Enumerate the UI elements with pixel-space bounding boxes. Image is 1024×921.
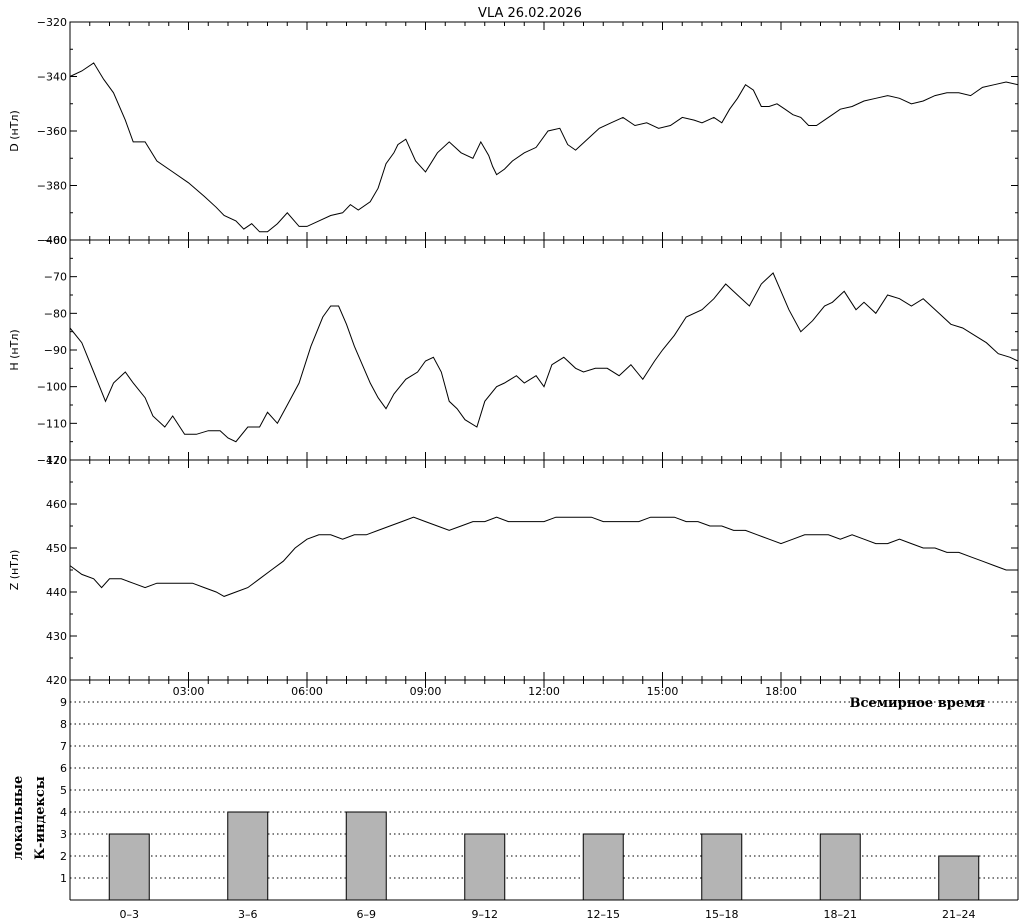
- y-tick-label: 430: [46, 630, 67, 643]
- y-tick-label: −320: [37, 16, 67, 29]
- y-axis-label: H (нТл): [8, 329, 21, 370]
- bar-category-label: 12–15: [587, 908, 621, 921]
- y-tick-label: 3: [60, 828, 67, 841]
- series-line: [69, 272, 1019, 443]
- time-tick-label: 12:00: [528, 685, 560, 698]
- y-tick-label: −340: [37, 71, 67, 84]
- bar-category-label: 0–3: [120, 908, 140, 921]
- y-axis-label: D (нТл): [8, 110, 21, 152]
- y-tick-label: −380: [37, 180, 67, 193]
- y-tick-label: −100: [37, 381, 67, 394]
- y-tick-label: 450: [46, 542, 67, 555]
- y-tick-label: −90: [44, 344, 67, 357]
- panel-3: 420 430 440 450 460 470 Z (нТл): [8, 454, 1019, 687]
- y-tick-label: 5: [60, 784, 67, 797]
- panel-frame: [69, 239, 1019, 461]
- series-line: [69, 516, 1018, 597]
- y-tick-label: 8: [60, 718, 67, 731]
- k-bar: [227, 811, 269, 901]
- chart-title: VLA 26.02.2026: [478, 6, 582, 21]
- time-tick-label: 18:00: [765, 685, 797, 698]
- k-bar: [108, 833, 150, 901]
- bar-category-label: 6–9: [357, 908, 377, 921]
- y-tick-label: 440: [46, 586, 67, 599]
- k-bar: [819, 833, 861, 901]
- x-axis-label: Всемирное время: [850, 696, 986, 711]
- k-bar: [701, 833, 743, 901]
- bar-category-label: 3–6: [238, 908, 258, 921]
- y-tick-label: 420: [46, 674, 67, 687]
- y-tick-label: 1: [60, 872, 67, 885]
- time-tick-label: 09:00: [410, 685, 442, 698]
- time-tick-label: 15:00: [647, 685, 679, 698]
- k-bar: [345, 811, 387, 901]
- bar-category-label: 21–24: [942, 908, 976, 921]
- series-line: [69, 62, 1019, 233]
- y-tick-label: 9: [60, 696, 67, 709]
- y-axis-label-line2: К-индексы: [33, 776, 48, 860]
- y-tick-label: −120: [37, 454, 67, 467]
- k-bar: [938, 855, 980, 901]
- y-tick-label: −70: [44, 271, 67, 284]
- y-tick-label: −110: [37, 417, 67, 430]
- panel-2: −120 −110 −100 −90 −80 −70 −60 H (нТл): [8, 234, 1019, 467]
- panel-frame: [69, 21, 1019, 241]
- k-bar: [582, 833, 624, 901]
- panel-frame: [69, 459, 1019, 681]
- y-tick-label: −360: [37, 125, 67, 138]
- bar-category-label: 9–12: [472, 908, 499, 921]
- y-tick-label: 460: [46, 498, 67, 511]
- y-axis-label-line1: локальные: [11, 776, 26, 860]
- bar-category-label: 18–21: [824, 908, 858, 921]
- y-tick-label: 7: [60, 740, 67, 753]
- panel-1: −400 −380 −360 −340 −320 D (нТл): [8, 16, 1019, 247]
- y-tick-label: 6: [60, 762, 67, 775]
- k-bar: [464, 833, 506, 901]
- y-tick-label: −400: [37, 234, 67, 247]
- y-tick-label: −80: [44, 307, 67, 320]
- bar-category-label: 15–18: [705, 908, 739, 921]
- y-tick-label: −60: [44, 234, 67, 247]
- y-tick-label: 4: [60, 806, 67, 819]
- time-tick-label: 03:00: [173, 685, 205, 698]
- y-tick-label: 470: [46, 454, 67, 467]
- y-axis-label: Z (нТл): [8, 550, 21, 591]
- y-tick-label: 2: [60, 850, 67, 863]
- panel-k-index: 03:00 06:00 09:00 12:00 15:00 18:00 Всемирное …: [11, 679, 1019, 921]
- time-tick-label: 06:00: [291, 685, 323, 698]
